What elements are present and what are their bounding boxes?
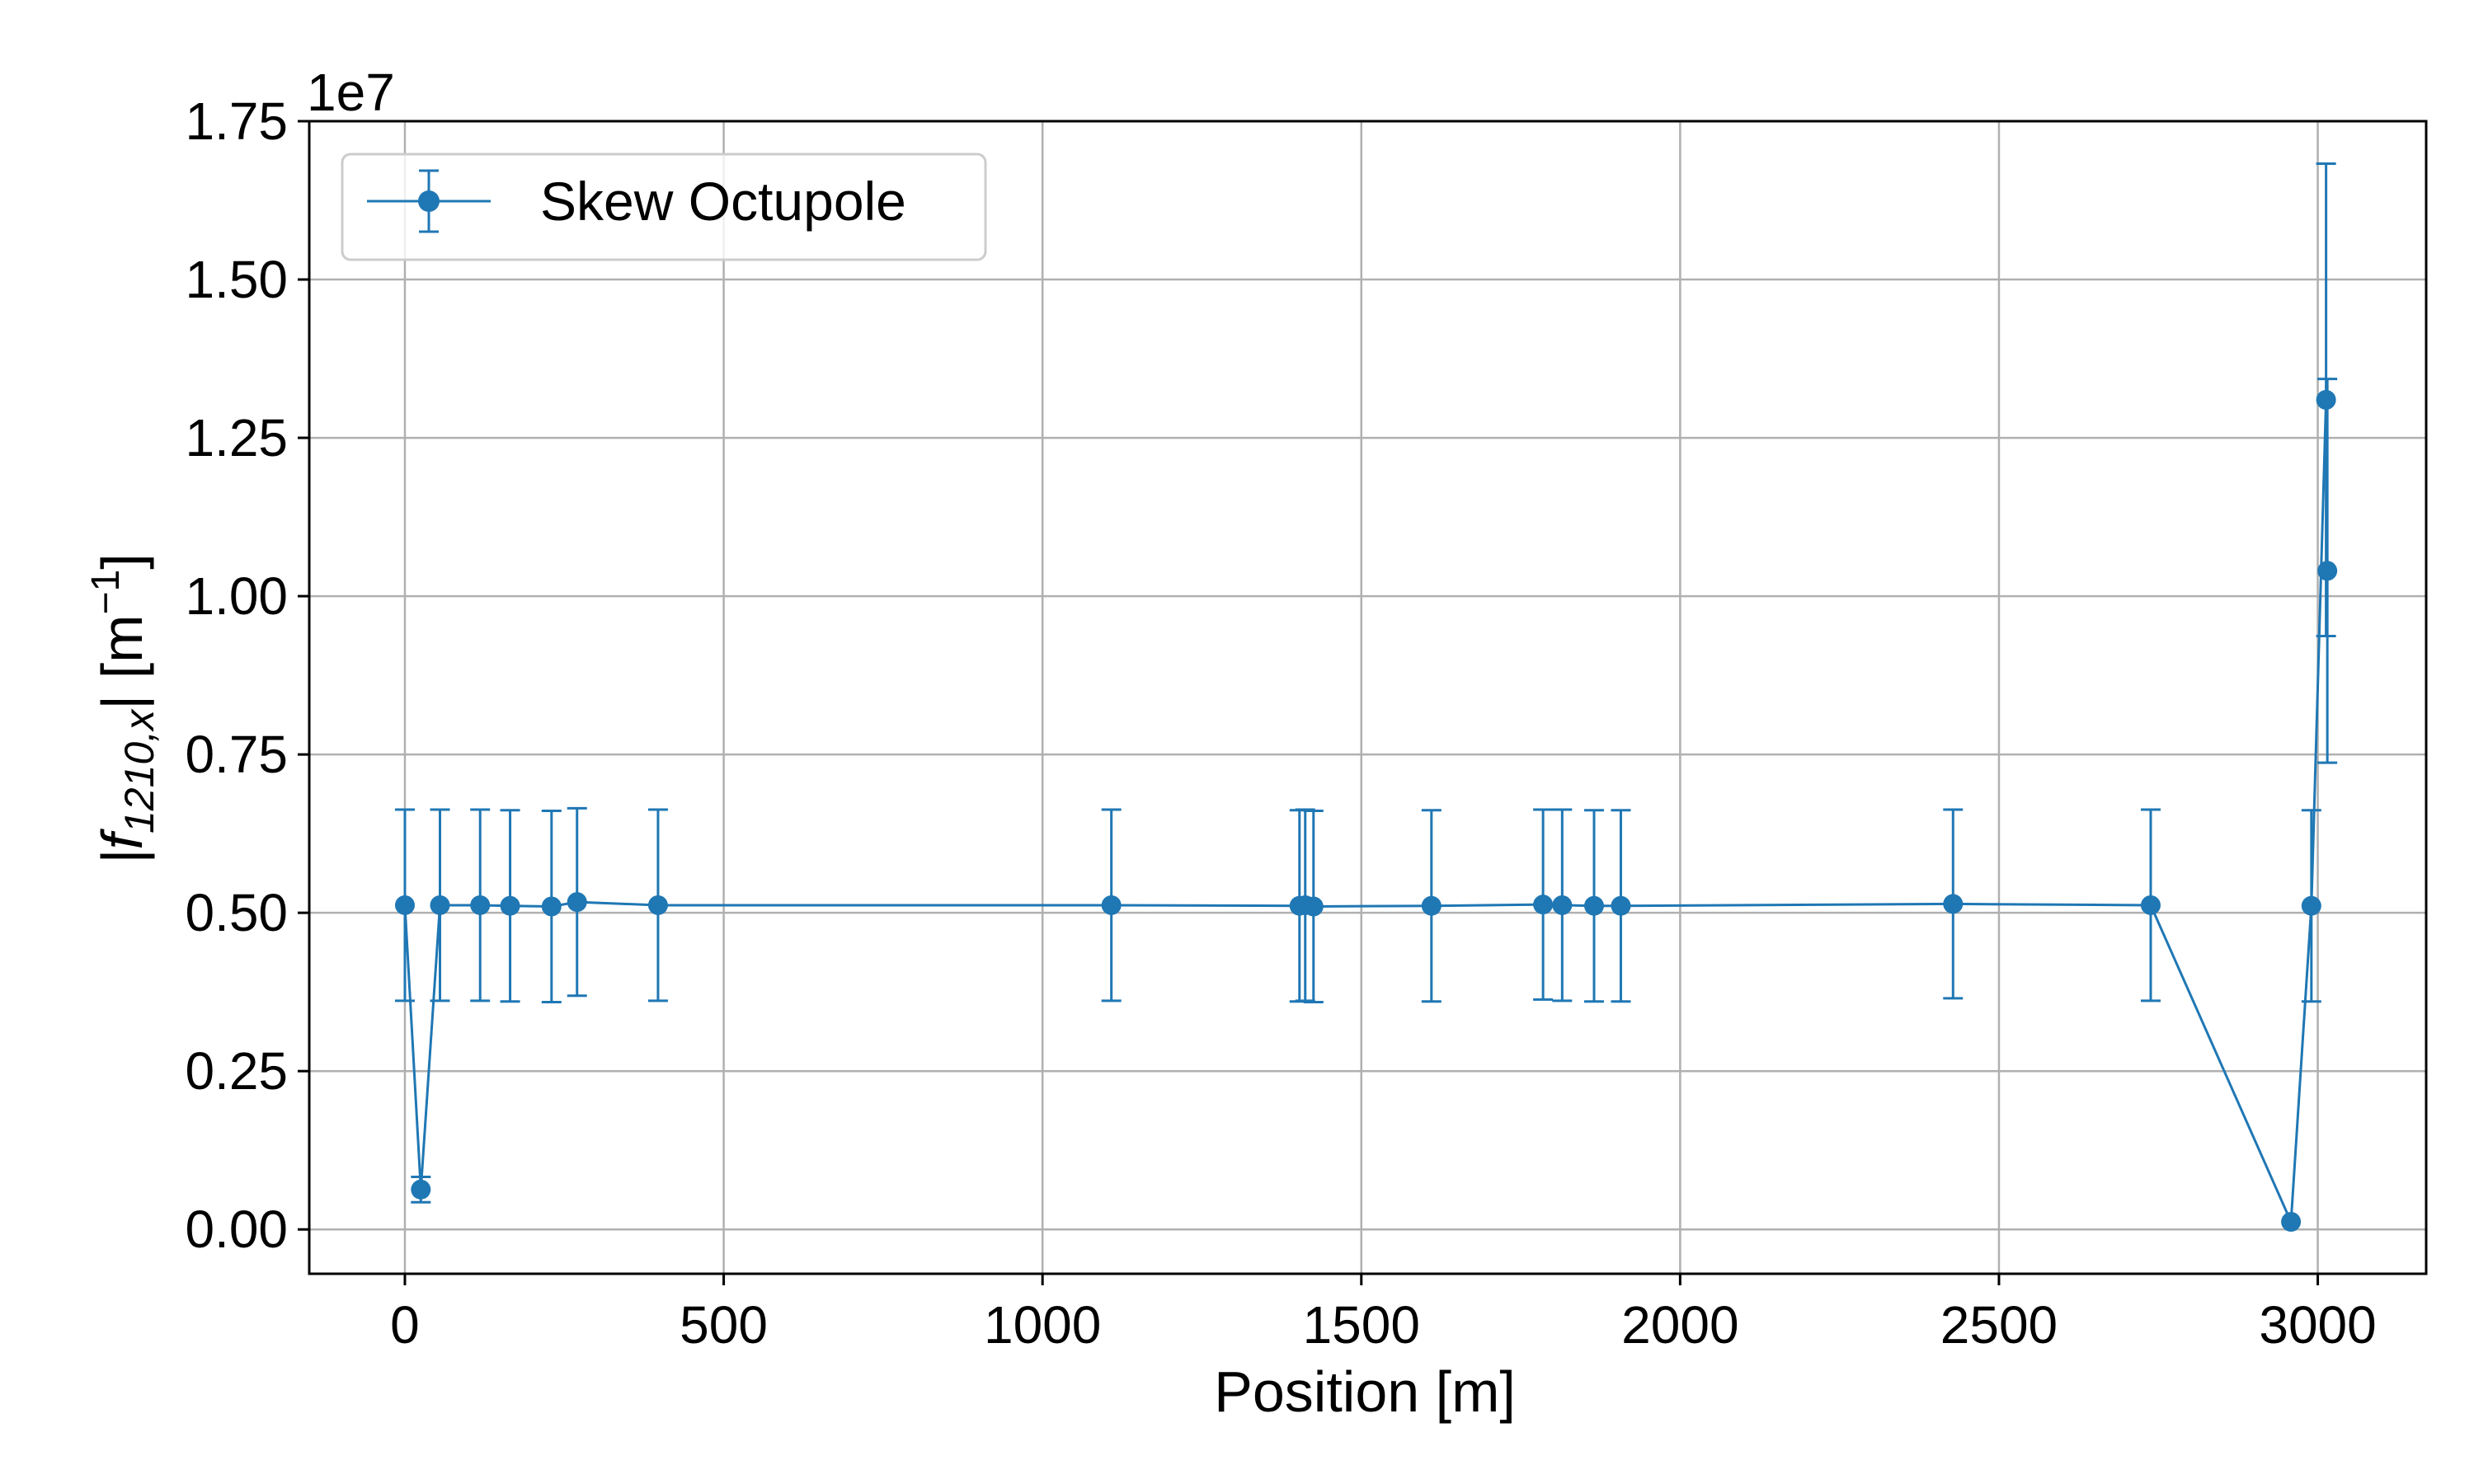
y-tick-label: 0.50	[185, 883, 288, 942]
legend-entry-skew-octupole: Skew Octupole	[540, 171, 906, 232]
x-tick-label: 2500	[1940, 1295, 2058, 1355]
data-point	[470, 895, 491, 915]
y-tick-label: 0.25	[185, 1041, 288, 1101]
series-line	[403, 399, 2329, 1223]
data-point	[2316, 389, 2336, 410]
y-offset-text: 1e7	[307, 63, 395, 122]
y-tick-label: 1.50	[185, 250, 288, 309]
y-axis-label: |f1210,x| [m−1]	[84, 553, 162, 864]
y-tick-label: 1.00	[185, 566, 288, 626]
data-point	[1611, 895, 1631, 916]
data-point	[500, 895, 520, 916]
data-point	[1421, 895, 1442, 916]
series-skew-octupole	[394, 162, 2338, 1233]
y-axis-label-close: ]	[90, 553, 154, 569]
data-point	[2140, 895, 2161, 915]
legend: Skew Octupole	[341, 153, 987, 261]
data-point	[430, 895, 450, 915]
data-point	[2317, 561, 2338, 581]
y-axis-label-base: |f	[90, 828, 155, 864]
y-axis-label-tail: | [m	[90, 615, 154, 710]
x-tick-label: 0	[390, 1295, 420, 1355]
data-point	[394, 895, 415, 915]
y-tick-label: 0.75	[185, 725, 288, 784]
data-point	[2281, 1212, 2302, 1233]
data-point	[1533, 895, 1554, 915]
x-axis-label: Position [m]	[1214, 1360, 1516, 1424]
y-axis-label-superscript: −1	[84, 570, 128, 615]
x-tick-label: 500	[680, 1295, 768, 1355]
data-point	[567, 892, 587, 913]
data-point	[411, 1179, 431, 1200]
data-point	[541, 896, 562, 917]
legend-box	[341, 153, 987, 261]
x-axis-ticks: 0 500 1000 1500 2000 2500 3000	[390, 1274, 2377, 1355]
data-point	[1943, 894, 1964, 914]
data-point	[1552, 895, 1573, 915]
y-axis-label-subscript: 1210,x	[116, 708, 162, 834]
x-tick-label: 1500	[1303, 1295, 1420, 1355]
y-axis-ticks: 0.00 0.25 0.50 0.75 1.00 1.25 1.50 1.75	[185, 92, 309, 1259]
legend-point-marker	[418, 190, 440, 212]
data-point	[647, 895, 668, 915]
y-tick-label: 0.00	[185, 1200, 288, 1259]
x-tick-label: 2000	[1621, 1295, 1738, 1355]
y-tick-label: 1.25	[185, 408, 288, 467]
plot-frame	[308, 120, 2428, 1275]
grid-lines	[309, 120, 2426, 1274]
data-point	[1583, 895, 1604, 916]
x-tick-label: 3000	[2259, 1295, 2376, 1355]
x-tick-label: 1000	[984, 1295, 1101, 1355]
y-tick-label: 1.75	[185, 92, 288, 151]
data-point	[1101, 895, 1122, 915]
data-point	[2301, 895, 2321, 916]
data-point	[1303, 896, 1324, 917]
